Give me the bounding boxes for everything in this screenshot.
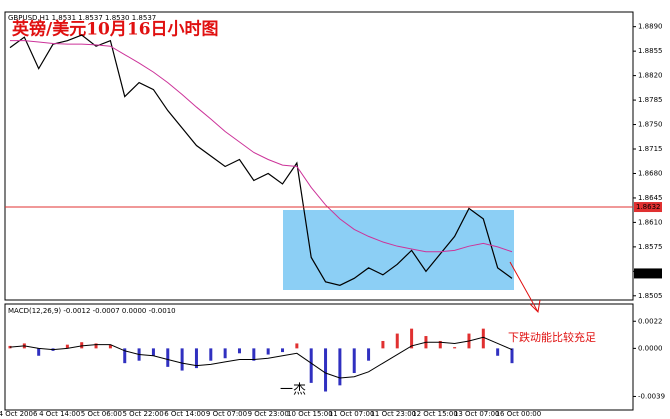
x-tick-label: 11 Oct 07:00 xyxy=(329,410,375,418)
header: GBPUSD,H1 1.8531 1.8537 1.8530 1.8537 xyxy=(8,14,156,22)
macd-bar xyxy=(80,342,84,349)
macd-bar xyxy=(381,340,385,349)
y-tick-label: 1.8610 xyxy=(638,218,663,226)
macd-bar xyxy=(180,348,184,371)
macd-bar xyxy=(438,340,442,349)
x-tick-label: 16 Oct 00:00 xyxy=(496,410,542,418)
level-label: 1.8632 xyxy=(636,203,661,211)
macd-bar xyxy=(510,348,514,364)
macd-bar xyxy=(223,348,227,359)
y-tick-label: 1.8855 xyxy=(638,47,663,55)
macd-bar xyxy=(194,348,198,369)
y-tick-label: 0.0022 xyxy=(638,317,663,325)
y-tick-label: 1.8890 xyxy=(638,23,663,31)
macd-panel xyxy=(4,303,634,411)
macd-bar xyxy=(309,348,313,383)
macd-bar xyxy=(324,348,328,392)
macd-bar xyxy=(338,348,342,386)
chart-title: 英镑/美元10月16日小时图 xyxy=(12,19,219,40)
x-tick-label: 9 Oct 07:00 xyxy=(206,410,247,418)
y-tick-label: -0.0039 xyxy=(638,392,665,400)
x-tick-label: 12 Oct 15:00 xyxy=(412,410,458,418)
x-tick-label: 4 Oct 2006 xyxy=(0,410,38,418)
macd-bar xyxy=(481,328,485,349)
macd-bar xyxy=(123,348,127,364)
macd-bar xyxy=(266,348,270,355)
macd-bar xyxy=(237,348,241,354)
x-tick-label: 10 Oct 15:00 xyxy=(287,410,333,418)
x-tick-label: 9 Oct 23:00 xyxy=(248,410,289,418)
last-tag xyxy=(634,268,662,279)
y-tick-label: 1.8680 xyxy=(638,169,663,177)
macd-bar xyxy=(410,328,414,349)
macd-bar xyxy=(367,348,371,361)
macd-bar xyxy=(209,348,213,361)
macd-bar xyxy=(453,347,457,349)
macd-bar xyxy=(37,348,41,356)
macd-bar xyxy=(151,348,155,356)
y-tick-label: 1.8505 xyxy=(638,292,663,300)
y-tick-label: 1.8645 xyxy=(638,194,663,202)
range-zone xyxy=(283,210,514,290)
macd-bar xyxy=(94,343,98,349)
macd-bar xyxy=(108,344,112,349)
annotation: 下跌动能比较充足 xyxy=(508,330,596,344)
y-tick-label: 1.8575 xyxy=(638,243,663,251)
macd-bar xyxy=(295,343,299,349)
last-label: 1.8537 xyxy=(636,269,661,277)
price-line xyxy=(10,40,513,253)
x-tick-label: 5 Oct 22:00 xyxy=(123,410,164,418)
y-tick-label: 1.8785 xyxy=(638,96,663,104)
macd-bar xyxy=(281,348,285,353)
y-tick-label: 1.8820 xyxy=(638,72,663,80)
macd-bar xyxy=(496,348,500,356)
x-tick-label: 11 Oct 23:00 xyxy=(370,410,416,418)
signal-line xyxy=(9,336,513,379)
macd-bar xyxy=(166,348,170,367)
y-tick-label: 1.8715 xyxy=(638,145,663,153)
x-tick-label: 6 Oct 14:00 xyxy=(164,410,205,418)
y-tick-label: 1.8750 xyxy=(638,121,663,129)
macd-bar xyxy=(395,333,399,349)
arrow xyxy=(509,261,541,314)
price-panel xyxy=(4,11,634,301)
level-tag xyxy=(634,202,662,213)
macd-bar xyxy=(352,348,356,374)
signature: 一杰 xyxy=(280,383,306,398)
macd-bar xyxy=(252,348,256,361)
macd-title: MACD(12,26,9) -0.0012 -0.0007 0.0000 -0.… xyxy=(8,307,176,315)
x-tick-label: 4 Oct 14:00 xyxy=(39,410,80,418)
macd-bar xyxy=(65,344,69,349)
x-tick-label: 13 Oct 07:00 xyxy=(454,410,500,418)
y-tick-label: 0.0000 xyxy=(638,344,663,352)
x-tick-label: 5 Oct 06:00 xyxy=(81,410,122,418)
